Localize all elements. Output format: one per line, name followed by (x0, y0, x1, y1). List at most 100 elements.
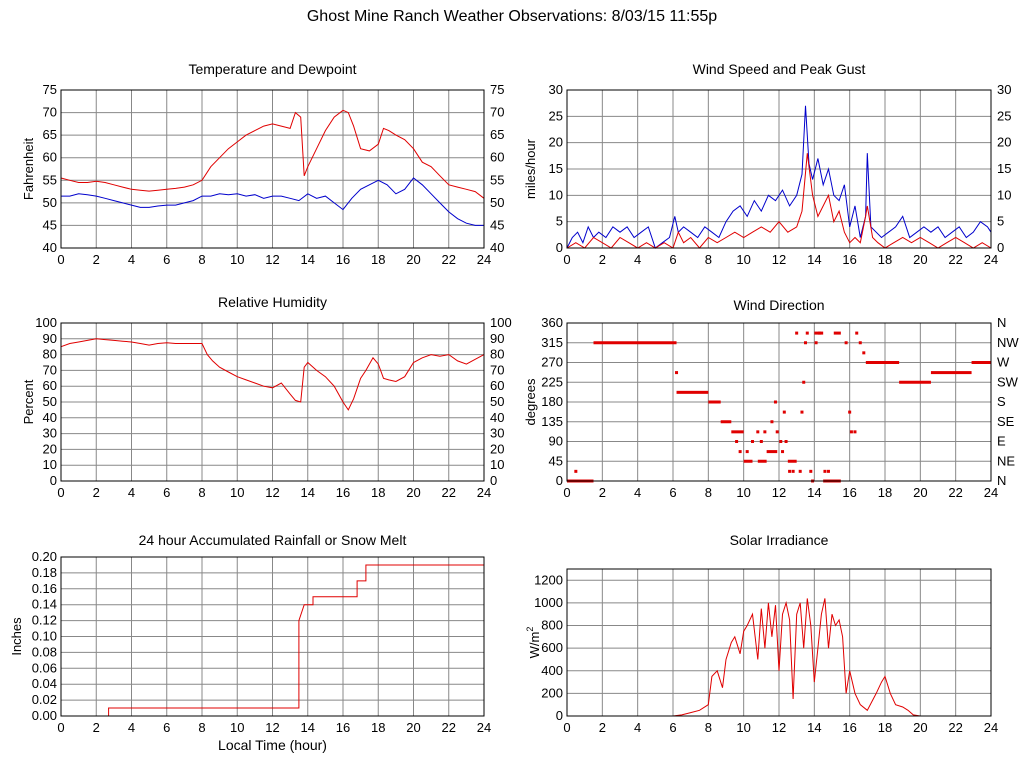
x-tick-label: 24 (477, 252, 491, 267)
y-tick-label-right: S (997, 394, 1006, 409)
direction-point (853, 430, 857, 434)
x-tick-label: 12 (265, 252, 279, 267)
wind-ylabel: miles/hour (523, 138, 538, 199)
x-tick-label: 0 (57, 720, 64, 735)
x-tick-label: 16 (842, 252, 856, 267)
solar-grid (566, 569, 992, 717)
x-tick-label: 22 (948, 252, 962, 267)
rain-chart: 24 hour Accumulated Rainfall or Snow Mel… (9, 532, 491, 753)
y-tick-label: 0 (556, 240, 563, 255)
x-tick-label: 18 (371, 720, 385, 735)
x-tick-label: 8 (198, 252, 205, 267)
x-tick-label: 4 (128, 720, 135, 735)
direction-run (731, 430, 744, 434)
x-tick-label: 16 (336, 720, 350, 735)
x-tick-label: 2 (599, 485, 606, 500)
x-tick-label: 18 (878, 252, 892, 267)
y-tick-label: 1000 (534, 595, 563, 610)
direction-point (781, 450, 785, 454)
x-tick-label: 24 (477, 720, 491, 735)
y-tick-label: 0 (50, 473, 57, 488)
y-tick-label: 0.04 (32, 676, 57, 691)
x-tick-label: 4 (634, 720, 641, 735)
direction-point (751, 440, 754, 443)
x-tick-label: 2 (93, 485, 100, 500)
direction-point (759, 440, 763, 443)
y-tick-label-right: 40 (490, 410, 504, 425)
direction-point (795, 331, 799, 335)
x-tick-label: 8 (705, 252, 712, 267)
temp-series-1 (61, 177, 484, 226)
page-title: Ghost Mine Ranch Weather Observations: 8… (306, 8, 718, 25)
x-tick-label: 6 (669, 252, 676, 267)
x-tick-label: 0 (57, 485, 64, 500)
y-tick-label: 270 (541, 355, 563, 370)
solar-ylabel: W/m2 (525, 627, 542, 659)
x-tick-label: 22 (442, 485, 456, 500)
direction-point (800, 410, 804, 414)
solar-frame (566, 568, 992, 717)
y-tick-label-right: 70 (490, 105, 504, 120)
x-tick-label: 12 (772, 485, 786, 500)
y-tick-label-right: 75 (490, 82, 504, 97)
y-tick-label: 40 (43, 410, 57, 425)
x-tick-label: 6 (163, 720, 170, 735)
y-tick-label: 90 (43, 331, 57, 346)
x-tick-label: 22 (442, 720, 456, 735)
x-tick-label: 22 (948, 720, 962, 735)
y-tick-label-right: 30 (997, 82, 1011, 97)
direction-point (784, 440, 788, 443)
y-tick-label-right: 50 (490, 195, 504, 210)
y-tick-label-right: 0 (997, 240, 1004, 255)
direction-point (849, 430, 853, 434)
direction-point (798, 469, 802, 473)
y-tick-label-right: 0 (490, 473, 497, 488)
x-tick-label: 10 (736, 485, 750, 500)
direction-point (826, 469, 830, 473)
rh-ylabel: Percent (21, 379, 36, 424)
y-tick-label: 70 (43, 362, 57, 377)
rain-title: 24 hour Accumulated Rainfall or Snow Mel… (139, 532, 407, 548)
direction-point (823, 469, 827, 473)
x-tick-label: 16 (336, 485, 350, 500)
rh-grid (60, 322, 485, 482)
direction-point (675, 371, 679, 375)
temp-frame (60, 89, 485, 249)
x-tick-label: 20 (913, 720, 927, 735)
direction-run (766, 450, 778, 454)
direction-point (858, 341, 862, 345)
y-tick-label-right: 100 (490, 315, 512, 330)
direction-run (757, 459, 767, 463)
rain-xlabel: Local Time (hour) (218, 737, 327, 753)
y-tick-label-right: 60 (490, 150, 504, 165)
direction-point (844, 341, 848, 345)
y-tick-label-right: 55 (490, 172, 504, 187)
y-tick-label: 70 (43, 105, 57, 120)
y-tick-label: 90 (549, 434, 563, 449)
y-tick-label-right: SE (997, 414, 1015, 429)
direction-point (788, 469, 792, 473)
x-tick-label: 0 (57, 252, 64, 267)
y-tick-label: 400 (541, 663, 563, 678)
x-tick-label: 12 (772, 720, 786, 735)
direction-point (802, 380, 806, 384)
direction-point (782, 410, 786, 414)
x-tick-label: 20 (913, 485, 927, 500)
y-tick-label: 30 (43, 426, 57, 441)
y-tick-label-right: 45 (490, 217, 504, 232)
x-tick-label: 0 (563, 252, 570, 267)
x-tick-label: 24 (984, 252, 998, 267)
x-tick-label: 2 (93, 252, 100, 267)
y-tick-label-right: 70 (490, 362, 504, 377)
solar-title: Solar Irradiance (730, 532, 829, 548)
x-tick-label: 2 (599, 252, 606, 267)
x-tick-label: 0 (563, 720, 570, 735)
x-tick-label: 16 (842, 485, 856, 500)
direction-run (593, 341, 677, 345)
x-tick-label: 24 (984, 720, 998, 735)
y-tick-label: 135 (541, 414, 563, 429)
y-tick-label-right: 50 (490, 394, 504, 409)
y-tick-label-right: 5 (997, 214, 1004, 229)
dir-frame (566, 322, 992, 482)
